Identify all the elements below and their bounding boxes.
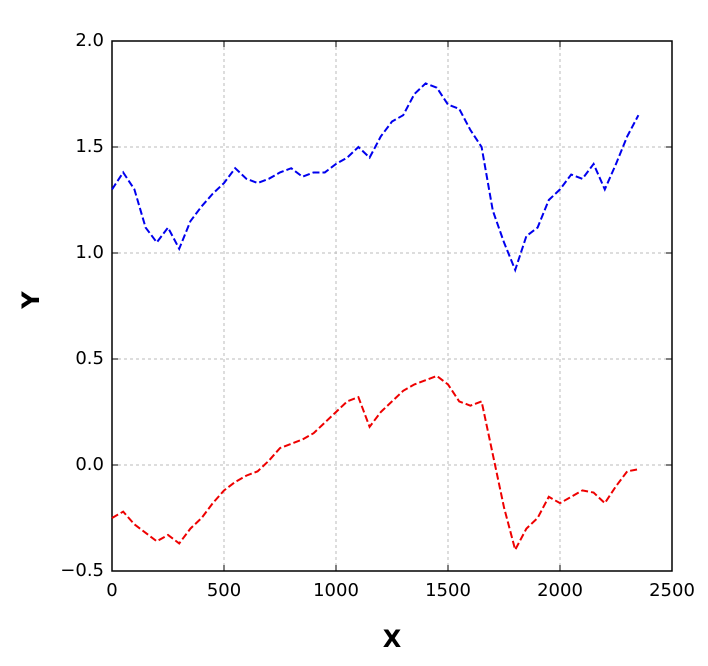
x-tick-label: 1000 — [313, 580, 359, 601]
x-axis-title: X — [383, 625, 402, 653]
y-tick-label: 1.5 — [75, 136, 104, 157]
y-tick-label: 0.5 — [75, 348, 104, 369]
x-tick-label: 0 — [106, 580, 117, 601]
y-tick-label: −0.5 — [60, 560, 104, 581]
y-tick-label: 2.0 — [75, 30, 104, 51]
x-tick-label: 2500 — [649, 580, 695, 601]
data-line — [111, 82, 640, 273]
y-axis-title: Y — [17, 291, 45, 310]
x-tick-label: 2000 — [537, 580, 583, 601]
plot-frame — [111, 40, 673, 572]
data-line — [111, 374, 639, 553]
x-tick-label: 1500 — [425, 580, 471, 601]
y-tick-label: 1.0 — [75, 242, 104, 263]
y-tick-label: 0.0 — [75, 454, 104, 475]
x-tick-label: 500 — [207, 580, 241, 601]
